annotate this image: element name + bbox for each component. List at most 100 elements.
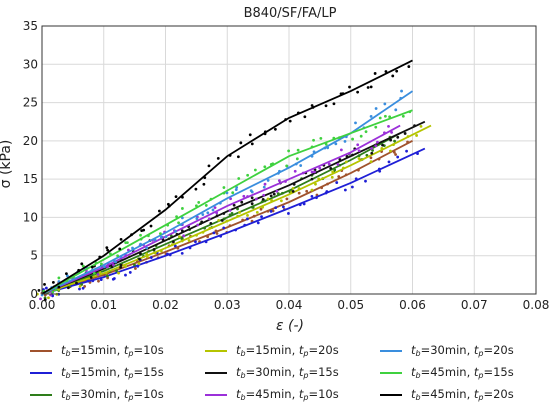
data-point <box>395 69 399 73</box>
series-layer <box>35 59 432 302</box>
plot-frame <box>41 25 537 295</box>
data-point <box>215 232 219 235</box>
data-point <box>47 296 50 300</box>
data-point <box>118 247 122 251</box>
data-point <box>396 135 400 139</box>
data-point <box>334 142 338 146</box>
data-point <box>274 206 278 210</box>
data-point <box>103 265 106 269</box>
x-tick-label: 0.02 <box>152 298 179 312</box>
data-point <box>96 273 100 276</box>
data-point <box>263 182 267 186</box>
data-point <box>336 162 340 166</box>
data-point <box>159 232 162 236</box>
data-point <box>314 182 317 186</box>
y-tick-label: 30 <box>23 57 38 71</box>
data-point <box>260 215 263 219</box>
legend-item: tb=30min, tp=10s <box>30 387 164 402</box>
data-point <box>262 185 266 189</box>
data-point <box>57 285 61 289</box>
data-point <box>293 169 297 173</box>
data-point <box>250 142 254 146</box>
chart-title: B840/SF/FA/LP <box>244 6 337 21</box>
data-point <box>291 187 295 190</box>
data-point <box>106 248 110 252</box>
data-point <box>137 262 141 266</box>
data-point <box>369 85 373 89</box>
data-point <box>299 164 303 167</box>
data-point <box>51 280 55 284</box>
legend-swatch <box>205 371 227 374</box>
data-point <box>319 137 323 140</box>
data-point <box>369 160 373 164</box>
data-point <box>174 230 177 233</box>
data-point <box>195 217 199 221</box>
data-point <box>80 262 84 266</box>
data-point <box>81 264 85 268</box>
data-point <box>242 194 246 198</box>
data-point <box>330 175 334 179</box>
data-point <box>197 201 201 204</box>
legend-swatch <box>30 393 52 396</box>
data-point <box>234 188 238 191</box>
data-point <box>374 125 378 129</box>
legend-label: tb=30min, tp=20s <box>411 343 514 358</box>
data-point <box>209 222 213 225</box>
data-point <box>105 246 109 250</box>
data-point <box>139 233 142 237</box>
data-point <box>171 240 175 244</box>
data-point <box>344 160 348 164</box>
data-point <box>149 256 153 259</box>
data-point <box>387 124 390 128</box>
data-point <box>250 196 254 200</box>
data-point <box>288 119 292 123</box>
data-point <box>207 217 211 221</box>
data-point <box>180 251 184 255</box>
legend-item: tb=30min, tp=20s <box>380 343 514 358</box>
data-point <box>370 151 374 155</box>
data-point <box>213 206 217 210</box>
data-point <box>335 181 339 184</box>
legend-item: tb=15min, tp=15s <box>30 365 164 380</box>
data-point <box>259 207 263 211</box>
data-point <box>281 205 285 209</box>
data-point <box>119 266 123 269</box>
data-point <box>239 141 243 145</box>
data-point <box>158 209 161 213</box>
data-point <box>92 271 96 275</box>
data-point <box>364 179 367 183</box>
data-point <box>78 284 82 288</box>
data-point <box>117 271 120 275</box>
y-tick-label: 20 <box>23 134 38 148</box>
data-point <box>393 139 396 143</box>
data-point <box>217 218 221 222</box>
y-tick-label: 0 <box>30 287 38 301</box>
series-7 <box>40 89 414 297</box>
data-point <box>269 194 273 198</box>
data-point <box>356 90 360 94</box>
data-point <box>318 166 322 170</box>
data-point <box>389 138 393 142</box>
data-point <box>216 156 220 160</box>
series-line <box>41 109 413 295</box>
series-line <box>41 120 426 295</box>
x-tick-label: 0.07 <box>461 298 488 312</box>
legend-item: tb=30min, tp=15s <box>205 365 339 380</box>
data-point <box>275 189 279 193</box>
data-point <box>266 197 270 201</box>
series-9 <box>41 59 413 302</box>
data-point <box>394 108 398 112</box>
data-point <box>324 142 328 146</box>
data-point <box>291 189 295 193</box>
data-point <box>125 241 129 245</box>
data-point <box>44 286 48 290</box>
data-point <box>142 228 146 232</box>
data-point <box>81 286 85 290</box>
y-tick-label: 25 <box>23 96 38 110</box>
data-point <box>194 240 197 244</box>
data-point <box>152 247 156 251</box>
data-point <box>180 216 184 220</box>
data-point <box>229 197 232 201</box>
legend-label: tb=45min, tp=10s <box>236 387 339 402</box>
data-point <box>160 235 163 239</box>
